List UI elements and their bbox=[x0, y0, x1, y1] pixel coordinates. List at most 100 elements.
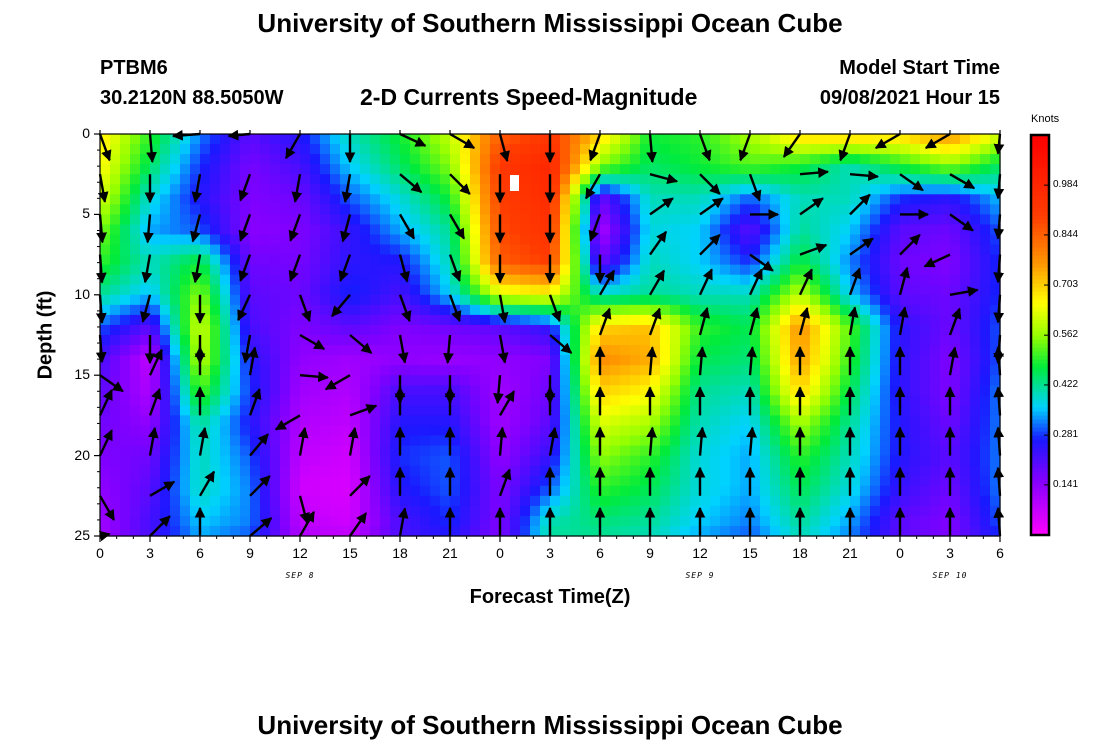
heatmap-cell bbox=[800, 385, 811, 396]
colorbar-band bbox=[1031, 319, 1049, 324]
heatmap-cell bbox=[270, 264, 281, 276]
heatmap-cell bbox=[900, 525, 911, 537]
heatmap-cell bbox=[380, 515, 391, 527]
heatmap-cell bbox=[340, 355, 351, 366]
heatmap-cell bbox=[410, 194, 421, 205]
colorbar-band bbox=[1031, 351, 1049, 356]
heatmap-cell bbox=[400, 455, 411, 467]
heatmap-cell bbox=[520, 144, 531, 155]
heatmap-cell bbox=[580, 455, 591, 467]
heatmap-cell bbox=[870, 284, 881, 296]
heatmap-cell bbox=[210, 264, 221, 276]
heatmap-cell bbox=[590, 475, 601, 487]
heatmap-cell bbox=[910, 314, 921, 326]
heatmap-cell bbox=[460, 465, 471, 477]
heatmap-cell bbox=[790, 445, 801, 457]
heatmap-cell bbox=[540, 375, 551, 386]
heatmap-cell bbox=[230, 204, 241, 215]
heatmap-cell bbox=[670, 134, 681, 145]
current-arrow bbox=[699, 173, 721, 195]
heatmap-cell bbox=[370, 134, 381, 145]
heatmap-cell bbox=[610, 294, 621, 306]
heatmap-cell bbox=[910, 365, 921, 376]
heatmap-cell bbox=[800, 415, 811, 427]
current-arrow bbox=[190, 214, 202, 243]
heatmap-cell bbox=[200, 294, 211, 306]
heatmap-cell bbox=[370, 284, 381, 296]
heatmap-cell bbox=[450, 435, 461, 447]
heatmap-cell bbox=[790, 184, 801, 195]
heatmap-cell bbox=[980, 405, 991, 416]
heatmap-cell bbox=[960, 314, 971, 326]
heatmap-cell bbox=[220, 174, 231, 185]
heatmap-cell bbox=[960, 284, 971, 296]
heatmap-cell bbox=[830, 385, 841, 396]
heatmap-cell bbox=[100, 515, 111, 527]
heatmap-cell bbox=[670, 375, 681, 386]
heatmap-cell bbox=[860, 294, 871, 306]
heatmap-cell bbox=[170, 274, 181, 286]
heatmap-cell bbox=[260, 425, 271, 437]
heatmap-cell bbox=[170, 385, 181, 396]
heatmap-cell bbox=[340, 485, 351, 497]
heatmap-cell bbox=[480, 314, 491, 326]
heatmap-cell bbox=[490, 375, 501, 386]
heatmap-cell bbox=[510, 355, 521, 366]
heatmap-cell bbox=[850, 365, 861, 376]
heatmap-cell bbox=[360, 184, 371, 195]
heatmap-cell bbox=[840, 194, 851, 205]
heatmap-cell bbox=[680, 365, 691, 376]
heatmap-cell bbox=[670, 324, 681, 336]
heatmap-cell bbox=[970, 465, 981, 477]
heatmap-cell bbox=[670, 385, 681, 396]
heatmap-cell bbox=[100, 485, 111, 497]
heatmap-cell bbox=[770, 274, 781, 286]
heatmap-cell bbox=[770, 324, 781, 336]
heatmap-cell bbox=[770, 515, 781, 527]
x-tick-label: 21 bbox=[442, 545, 458, 561]
heatmap-cell bbox=[540, 164, 551, 175]
heatmap-cell bbox=[560, 495, 571, 507]
heatmap-cell bbox=[840, 264, 851, 276]
heatmap-cell bbox=[550, 224, 561, 236]
heatmap-cell bbox=[140, 335, 151, 346]
heatmap-cell bbox=[750, 355, 761, 366]
heatmap-cell bbox=[430, 385, 441, 396]
heatmap-cell bbox=[130, 385, 141, 396]
heatmap-cell bbox=[860, 345, 871, 356]
heatmap-cell bbox=[960, 405, 971, 416]
heatmap-cell bbox=[710, 144, 721, 155]
heatmap-cell bbox=[600, 174, 611, 185]
heatmap-cell bbox=[470, 234, 481, 246]
heatmap-cell bbox=[400, 495, 411, 507]
heatmap-cell bbox=[140, 485, 151, 497]
heatmap-cell bbox=[460, 204, 471, 215]
heatmap-cell bbox=[550, 174, 561, 185]
heatmap-cell bbox=[720, 345, 731, 356]
heatmap-cell bbox=[680, 405, 691, 416]
heatmap-cell bbox=[600, 525, 611, 537]
heatmap-cell bbox=[450, 495, 461, 507]
heatmap-cell bbox=[930, 194, 941, 205]
heatmap-cell bbox=[150, 314, 161, 326]
heatmap-cell bbox=[720, 475, 731, 487]
heatmap-cell bbox=[710, 525, 721, 537]
heatmap-cell bbox=[830, 395, 841, 406]
heatmap-cell bbox=[230, 525, 241, 537]
heatmap-cell bbox=[970, 264, 981, 276]
heatmap-cell bbox=[800, 335, 811, 346]
heatmap-cell bbox=[870, 465, 881, 477]
heatmap-cell bbox=[880, 455, 891, 467]
heatmap-cell bbox=[780, 385, 791, 396]
current-arrow bbox=[696, 426, 707, 456]
heatmap-cell bbox=[370, 355, 381, 366]
heatmap-cell bbox=[460, 385, 471, 396]
heatmap-cell bbox=[360, 174, 371, 185]
heatmap-cell bbox=[690, 154, 701, 165]
heatmap-cell bbox=[860, 505, 871, 517]
heatmap-cell bbox=[990, 515, 1001, 527]
heatmap-cell bbox=[810, 515, 821, 527]
station-id: PTBM6 bbox=[100, 57, 168, 79]
heatmap-cell bbox=[830, 214, 841, 226]
heatmap-cell bbox=[410, 365, 421, 376]
